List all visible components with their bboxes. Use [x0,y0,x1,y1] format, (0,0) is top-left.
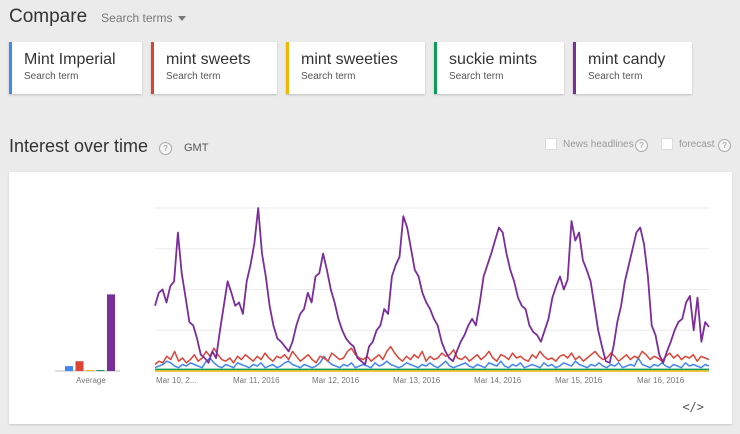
term-color-bar [9,42,12,94]
search-terms-label: Search terms [101,11,173,25]
news-headlines-toggle[interactable]: News headlines [545,138,634,150]
x-tick-label: Mar 10, 2... [156,376,196,385]
term-name: mint candy [588,51,666,68]
x-tick-label: Mar 12, 2016 [312,376,360,385]
average-bar [65,366,73,371]
term-card-mint-sweets[interactable]: mint sweets Search term [151,42,277,94]
term-color-bar [573,42,576,94]
forecast-label: forecast [679,138,715,150]
news-headlines-label: News headlines [563,138,634,150]
interest-over-time-chart: Average Mar 10, 2... Mar 11, 2016 Mar 12, 2… [9,172,732,424]
compare-header: Compare Search terms [9,6,186,28]
average-bar [86,370,94,371]
news-help-icon[interactable]: ? [635,139,648,152]
term-name: mint sweets [166,51,251,68]
average-bar [96,370,105,371]
x-tick-label: Mar 14, 2016 [474,376,522,385]
forecast-help-icon[interactable]: ? [718,139,731,152]
term-type: Search term [166,71,221,82]
search-terms-row: Mint Imperial Search term mint sweets Se… [9,42,701,94]
x-tick-label: Mar 15, 2016 [555,376,603,385]
embed-code-icon[interactable]: </> [682,400,704,414]
average-bar [75,361,84,371]
series-line [154,345,710,366]
x-tick-label: Mar 16, 2016 [637,376,685,385]
news-headlines-checkbox[interactable] [545,138,557,150]
timezone-label: GMT [184,142,209,154]
term-color-bar [286,42,289,94]
term-card-mint-candy[interactable]: mint candy Search term [573,42,692,94]
caret-down-icon [177,16,186,21]
forecast-checkbox[interactable] [661,138,673,150]
term-name: suckie mints [449,51,538,68]
x-tick-label: Mar 11, 2016 [233,376,280,385]
compare-title: Compare [9,6,88,27]
series-line [154,207,710,366]
term-color-bar [151,42,154,94]
term-type: Search term [301,71,356,82]
forecast-toggle[interactable]: forecast [661,138,715,150]
chart-svg: Average Mar 10, 2... Mar 11, 2016 Mar 12, 2… [55,207,710,385]
term-name: Mint Imperial [24,51,116,68]
interest-over-time-title: Interest over time [9,136,149,156]
term-type: Search term [449,71,504,82]
term-card-mint-imperial[interactable]: Mint Imperial Search term [9,42,142,94]
x-tick-label: Mar 13, 2016 [393,376,441,385]
term-card-suckie-mints[interactable]: suckie mints Search term [434,42,564,94]
term-color-bar [434,42,437,94]
average-label: Average [76,376,106,385]
term-type: Search term [588,71,643,82]
term-card-mint-sweeties[interactable]: mint sweeties Search term [286,42,425,94]
term-name: mint sweeties [301,51,398,68]
series-line [154,355,710,369]
term-type: Search term [24,71,79,82]
average-bar [107,294,115,371]
help-icon[interactable]: ? [159,142,172,155]
search-terms-dropdown[interactable]: Search terms [101,11,186,25]
